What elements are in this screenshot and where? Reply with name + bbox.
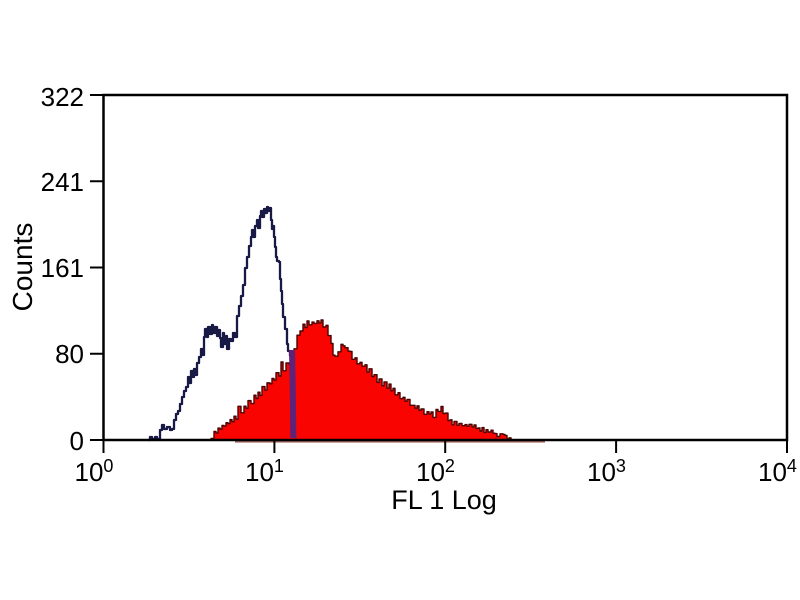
svg-text:FL 1 Log: FL 1 Log xyxy=(391,485,497,515)
svg-text:Counts: Counts xyxy=(7,223,38,312)
svg-text:80: 80 xyxy=(55,339,84,369)
svg-text:100: 100 xyxy=(75,456,114,487)
svg-text:161: 161 xyxy=(41,253,84,283)
svg-text:102: 102 xyxy=(416,456,455,487)
svg-text:104: 104 xyxy=(758,456,797,487)
svg-text:241: 241 xyxy=(41,167,84,197)
svg-text:103: 103 xyxy=(587,456,626,487)
svg-text:322: 322 xyxy=(41,82,84,112)
svg-text:0: 0 xyxy=(70,426,84,456)
svg-text:101: 101 xyxy=(245,456,284,487)
